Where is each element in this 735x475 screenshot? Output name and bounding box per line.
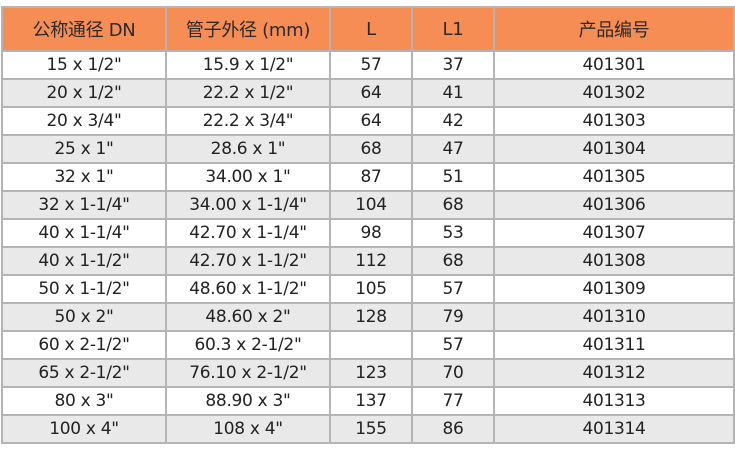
product-spec-table: 公称通径 DN 管子外径 (mm) L L1 产品编号 15 x 1/2" 15.… bbox=[1, 6, 735, 444]
cell-l: 64 bbox=[329, 78, 413, 108]
cell-product-code: 401309 bbox=[493, 274, 735, 304]
table-row: 32 x 1" 34.00 x 1" 87 51 401305 bbox=[1, 162, 735, 192]
cell-product-code: 401313 bbox=[493, 386, 735, 416]
table-row: 65 x 2-1/2" 76.10 x 2-1/2" 123 70 401312 bbox=[1, 358, 735, 388]
table-row: 25 x 1" 28.6 x 1" 68 47 401304 bbox=[1, 134, 735, 164]
cell-l: 98 bbox=[329, 218, 413, 248]
cell-l: 137 bbox=[329, 386, 413, 416]
header-l: L bbox=[329, 6, 413, 52]
cell-l1: 57 bbox=[411, 330, 495, 360]
cell-product-code: 401302 bbox=[493, 78, 735, 108]
cell-outer-diameter: 34.00 x 1-1/4" bbox=[165, 190, 331, 220]
cell-l1: 47 bbox=[411, 134, 495, 164]
header-row: 公称通径 DN 管子外径 (mm) L L1 产品编号 bbox=[1, 6, 735, 52]
cell-dn: 15 x 1/2" bbox=[1, 50, 167, 80]
table-row: 40 x 1-1/4" 42.70 x 1-1/4" 98 53 401307 bbox=[1, 218, 735, 248]
table-row: 100 x 4" 108 x 4" 155 86 401314 bbox=[1, 414, 735, 444]
cell-l1: 51 bbox=[411, 162, 495, 192]
cell-l: 105 bbox=[329, 274, 413, 304]
cell-product-code: 401301 bbox=[493, 50, 735, 80]
cell-outer-diameter: 48.60 x 2" bbox=[165, 302, 331, 332]
header-l1: L1 bbox=[411, 6, 495, 52]
cell-l1: 53 bbox=[411, 218, 495, 248]
cell-dn: 65 x 2-1/2" bbox=[1, 358, 167, 388]
header-product-code: 产品编号 bbox=[493, 6, 735, 52]
cell-outer-diameter: 28.6 x 1" bbox=[165, 134, 331, 164]
cell-product-code: 401307 bbox=[493, 218, 735, 248]
cell-l: 104 bbox=[329, 190, 413, 220]
cell-outer-diameter: 108 x 4" bbox=[165, 414, 331, 444]
cell-l: 68 bbox=[329, 134, 413, 164]
cell-dn: 60 x 2-1/2" bbox=[1, 330, 167, 360]
cell-l bbox=[329, 330, 413, 360]
cell-l1: 68 bbox=[411, 246, 495, 276]
cell-outer-diameter: 76.10 x 2-1/2" bbox=[165, 358, 331, 388]
cell-outer-diameter: 48.60 x 1-1/2" bbox=[165, 274, 331, 304]
cell-dn: 50 x 2" bbox=[1, 302, 167, 332]
cell-product-code: 401306 bbox=[493, 190, 735, 220]
cell-product-code: 401312 bbox=[493, 358, 735, 388]
cell-outer-diameter: 22.2 x 1/2" bbox=[165, 78, 331, 108]
header-dn: 公称通径 DN bbox=[1, 6, 167, 52]
cell-l: 57 bbox=[329, 50, 413, 80]
cell-product-code: 401311 bbox=[493, 330, 735, 360]
cell-product-code: 401308 bbox=[493, 246, 735, 276]
table-row: 80 x 3" 88.90 x 3" 137 77 401313 bbox=[1, 386, 735, 416]
table-row: 60 x 2-1/2" 60.3 x 2-1/2" 57 401311 bbox=[1, 330, 735, 360]
cell-dn: 25 x 1" bbox=[1, 134, 167, 164]
cell-l1: 57 bbox=[411, 274, 495, 304]
cell-l1: 42 bbox=[411, 106, 495, 136]
cell-outer-diameter: 15.9 x 1/2" bbox=[165, 50, 331, 80]
cell-dn: 20 x 3/4" bbox=[1, 106, 167, 136]
cell-l1: 77 bbox=[411, 386, 495, 416]
cell-dn: 32 x 1-1/4" bbox=[1, 190, 167, 220]
cell-l: 155 bbox=[329, 414, 413, 444]
cell-dn: 80 x 3" bbox=[1, 386, 167, 416]
table-row: 15 x 1/2" 15.9 x 1/2" 57 37 401301 bbox=[1, 50, 735, 80]
cell-l1: 86 bbox=[411, 414, 495, 444]
cell-dn: 20 x 1/2" bbox=[1, 78, 167, 108]
cell-product-code: 401314 bbox=[493, 414, 735, 444]
cell-dn: 50 x 1-1/2" bbox=[1, 274, 167, 304]
cell-l: 64 bbox=[329, 106, 413, 136]
cell-product-code: 401304 bbox=[493, 134, 735, 164]
cell-product-code: 401305 bbox=[493, 162, 735, 192]
cell-dn: 32 x 1" bbox=[1, 162, 167, 192]
table-row: 50 x 1-1/2" 48.60 x 1-1/2" 105 57 401309 bbox=[1, 274, 735, 304]
cell-product-code: 401303 bbox=[493, 106, 735, 136]
table-row: 20 x 3/4" 22.2 x 3/4" 64 42 401303 bbox=[1, 106, 735, 136]
cell-dn: 40 x 1-1/4" bbox=[1, 218, 167, 248]
cell-outer-diameter: 60.3 x 2-1/2" bbox=[165, 330, 331, 360]
cell-l: 123 bbox=[329, 358, 413, 388]
cell-l1: 37 bbox=[411, 50, 495, 80]
cell-l1: 70 bbox=[411, 358, 495, 388]
cell-product-code: 401310 bbox=[493, 302, 735, 332]
cell-dn: 40 x 1-1/2" bbox=[1, 246, 167, 276]
header-outer-diameter: 管子外径 (mm) bbox=[165, 6, 331, 52]
cell-l: 87 bbox=[329, 162, 413, 192]
cell-outer-diameter: 34.00 x 1" bbox=[165, 162, 331, 192]
cell-l1: 41 bbox=[411, 78, 495, 108]
cell-dn: 100 x 4" bbox=[1, 414, 167, 444]
cell-l: 128 bbox=[329, 302, 413, 332]
cell-outer-diameter: 42.70 x 1-1/2" bbox=[165, 246, 331, 276]
table-row: 20 x 1/2" 22.2 x 1/2" 64 41 401302 bbox=[1, 78, 735, 108]
cell-l: 112 bbox=[329, 246, 413, 276]
table-row: 32 x 1-1/4" 34.00 x 1-1/4" 104 68 401306 bbox=[1, 190, 735, 220]
cell-outer-diameter: 22.2 x 3/4" bbox=[165, 106, 331, 136]
table-row: 40 x 1-1/2" 42.70 x 1-1/2" 112 68 401308 bbox=[1, 246, 735, 276]
table-row: 50 x 2" 48.60 x 2" 128 79 401310 bbox=[1, 302, 735, 332]
cell-l1: 68 bbox=[411, 190, 495, 220]
cell-l1: 79 bbox=[411, 302, 495, 332]
cell-outer-diameter: 88.90 x 3" bbox=[165, 386, 331, 416]
cell-outer-diameter: 42.70 x 1-1/4" bbox=[165, 218, 331, 248]
